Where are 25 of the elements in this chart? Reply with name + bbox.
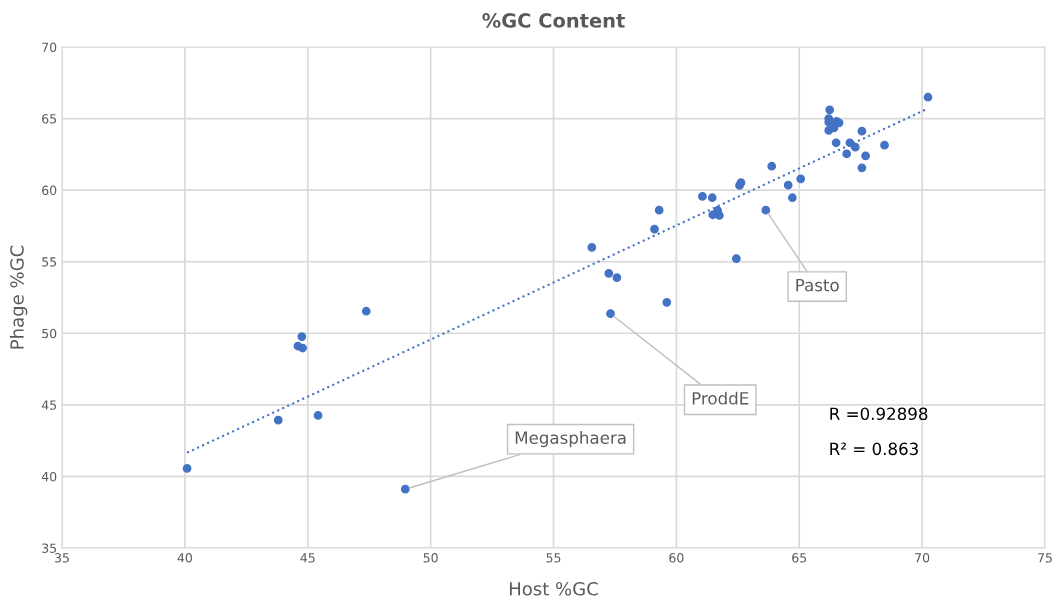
annotation: Pasto xyxy=(796,279,839,292)
y-tick-label: 35 xyxy=(42,543,57,553)
x-tick-label: 75 xyxy=(1038,553,1052,563)
y-tick-label: 50 xyxy=(42,328,57,339)
annotation: R =0.92898 xyxy=(830,407,928,421)
x-tick-label: 70 xyxy=(915,553,930,563)
annotation: ProddE xyxy=(692,391,749,405)
x-tick-label: 45 xyxy=(300,553,315,563)
annotation: Megasphaera xyxy=(515,431,626,448)
x-axis-title: Host %GC xyxy=(509,581,598,596)
y-tick-label: 70 xyxy=(42,42,57,52)
x-tick-label: 40 xyxy=(177,553,192,563)
x-tick-label: 50 xyxy=(423,553,438,563)
x-tick-label: 65 xyxy=(792,553,807,563)
y-tick-label: 65 xyxy=(42,114,57,124)
x-tick-label: 60 xyxy=(669,553,684,563)
y-tick-label: 55 xyxy=(42,257,57,267)
x-tick-label: 35 xyxy=(55,553,69,563)
y-tick-label: 45 xyxy=(41,400,57,410)
y-tick-label: 60 xyxy=(42,185,57,196)
y-axis-title: Phage %GC xyxy=(9,245,28,349)
y-tick-label: 40 xyxy=(41,471,57,482)
x-tick-label: 55 xyxy=(546,553,561,563)
annotation: R² = 0.863 xyxy=(830,442,918,456)
chart-title: %GC Content xyxy=(482,13,625,28)
